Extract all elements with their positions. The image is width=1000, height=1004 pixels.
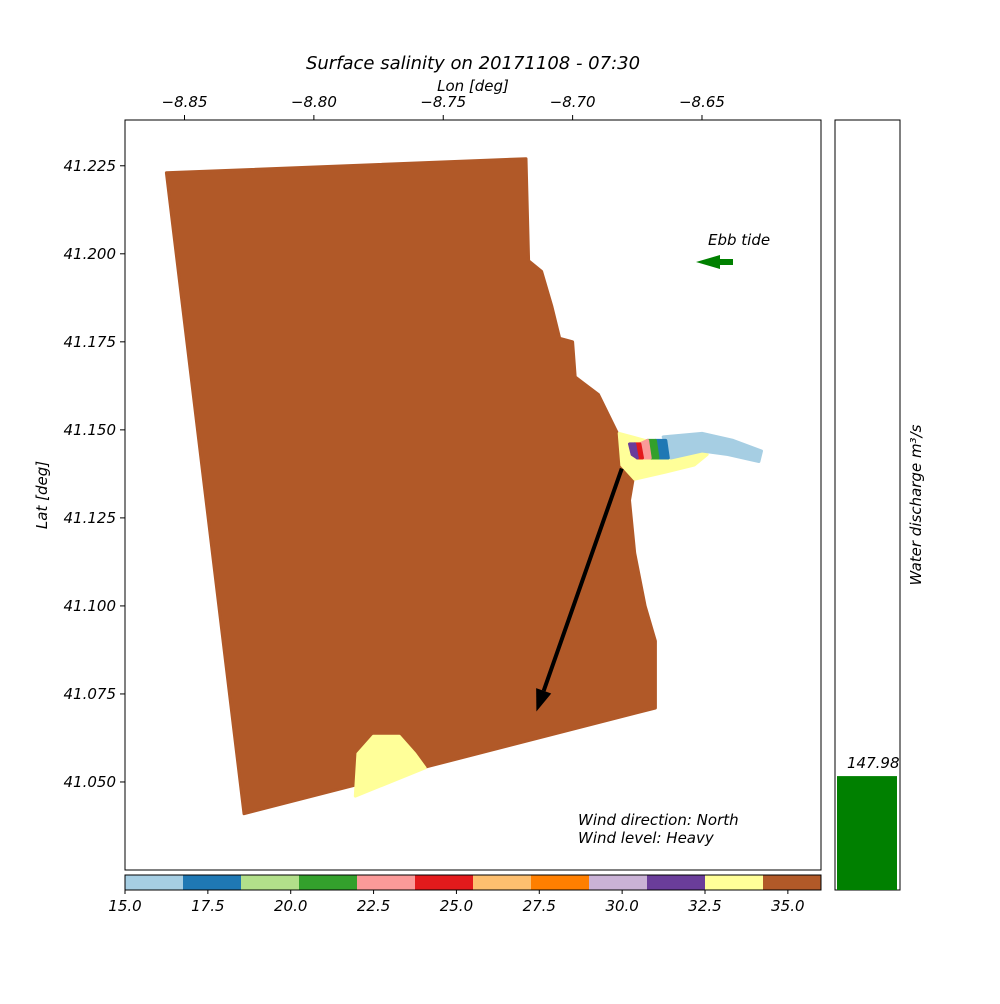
x-tick-label: −8.65 (679, 93, 725, 111)
colorbar-segment (415, 875, 474, 890)
x-tick-label: −8.85 (162, 93, 208, 111)
colorbar-tick-label: 25.0 (440, 897, 473, 915)
x-axis-ticks: −8.85 −8.80 −8.75 −8.70 −8.65 (162, 93, 725, 120)
discharge-axis-label: Water discharge m³/s (907, 424, 925, 585)
colorbar-segment (183, 875, 242, 890)
salinity-region-8 (628, 442, 639, 460)
colorbar-segment (473, 875, 532, 890)
x-tick-label: −8.80 (291, 93, 337, 111)
colorbar-segment (241, 875, 300, 890)
y-axis-ticks: 41.050 41.075 41.100 41.125 41.150 41.175 41.2… (64, 157, 125, 791)
y-tick-label: 41.225 (64, 157, 117, 175)
colorbar-frame (124, 874, 822, 891)
colorbar-tick-label: 17.5 (191, 897, 224, 915)
x-axis-label: Lon [deg] (437, 77, 509, 95)
salinity-region-3 (661, 431, 763, 463)
colorbar-tick-label: 35.0 (771, 897, 804, 915)
colorbar-tick-label: 30.0 (605, 897, 638, 915)
x-tick-label: −8.75 (420, 93, 466, 111)
colorbar-tick-label: 32.5 (688, 897, 721, 915)
y-tick-label: 41.125 (64, 509, 117, 527)
wind-level-annotation: Wind level: Heavy (578, 829, 715, 847)
colorbar-segment (647, 875, 706, 890)
colorbar-segment (705, 875, 764, 890)
discharge-value-label: 147.98 (847, 754, 900, 772)
colorbar-segment (125, 875, 184, 890)
y-tick-label: 41.175 (64, 333, 117, 351)
salinity-region-1 (353, 734, 427, 798)
tide-arrow-icon (696, 255, 733, 269)
chart-title: Surface salinity on 20171108 - 07:30 (306, 53, 640, 74)
y-tick-label: 41.100 (64, 597, 117, 615)
colorbar-segment (589, 875, 648, 890)
salinity-regions (164, 157, 763, 816)
y-tick-label: 41.050 (64, 773, 117, 791)
x-tick-label: −8.70 (550, 93, 596, 111)
discharge-bar (837, 776, 897, 890)
colorbar-tick-label: 22.5 (357, 897, 390, 915)
wind-direction-annotation: Wind direction: North (578, 811, 739, 829)
colorbar-ticks: 15.0 17.5 20.0 22.5 25.0 27.5 30.0 32.5 35.0 (108, 890, 805, 915)
colorbar-tick-label: 20.0 (274, 897, 307, 915)
discharge-panel (834, 119, 901, 891)
colorbar-tick-label: 15.0 (108, 897, 141, 915)
salinity-colorbar (125, 875, 822, 890)
colorbar-segment (763, 875, 822, 890)
y-tick-label: 41.075 (64, 685, 117, 703)
colorbar-segment (299, 875, 358, 890)
tide-annotation: Ebb tide (708, 231, 770, 249)
y-axis-label: Lat [deg] (33, 461, 51, 529)
colorbar-segment (531, 875, 590, 890)
map-frame (124, 119, 822, 871)
colorbar-segment (357, 875, 416, 890)
salinity-region-0 (164, 157, 657, 816)
y-tick-label: 41.200 (64, 245, 117, 263)
wind-arrow-icon (536, 467, 624, 712)
colorbar-tick-label: 27.5 (523, 897, 556, 915)
y-tick-label: 41.150 (64, 421, 117, 439)
